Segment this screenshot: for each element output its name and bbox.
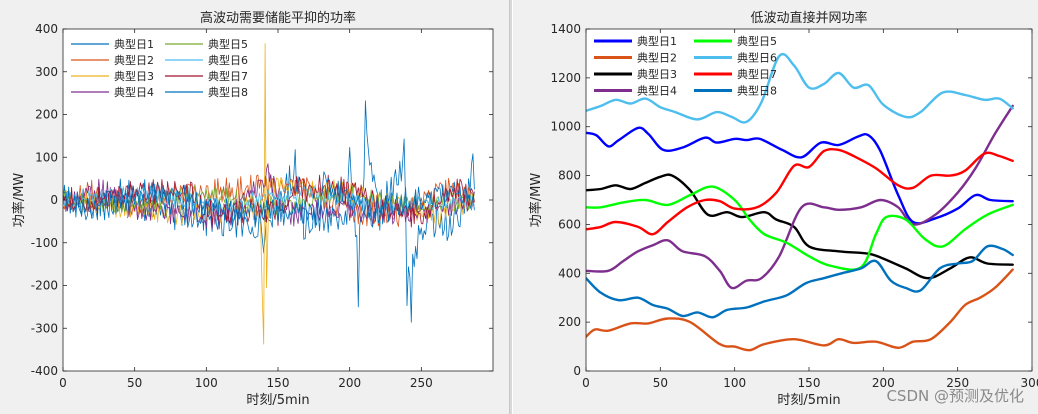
legend-label-2: 典型日2: [114, 53, 154, 67]
series-line-8: [586, 244, 1014, 319]
y-axis-label: 功率/MW: [11, 173, 27, 228]
y-tick-label: 400: [558, 266, 581, 280]
legend-label-2: 典型日2: [637, 51, 677, 65]
x-tick-label: 100: [723, 376, 746, 390]
panel-divider: [509, 0, 513, 414]
x-tick-label: 150: [798, 376, 821, 390]
y-tick-label: 200: [558, 315, 581, 329]
legend-label-3: 典型日3: [637, 67, 677, 81]
x-axis-label: 时刻/5min: [777, 393, 840, 408]
series-line-3: [586, 173, 1014, 280]
y-tick-label: 0: [573, 364, 581, 378]
legend-label-1: 典型日1: [637, 34, 677, 48]
x-tick-label: 250: [946, 376, 969, 390]
chart-title: 高波动需要储能平抑的功率: [200, 10, 356, 26]
legend: 典型日1 典型日2 典型日3 典型日4 典型日5 典型日6 典型日7 典型日8: [594, 34, 777, 98]
series-line-8: [63, 171, 475, 228]
series-line-2: [586, 268, 1014, 352]
y-tick-label: -300: [31, 321, 58, 335]
legend-label-4: 典型日4: [114, 85, 154, 99]
series-group: [586, 52, 1014, 352]
legend-label-3: 典型日3: [114, 69, 154, 83]
legend-label-6: 典型日6: [208, 53, 248, 67]
y-tick-label: 1200: [550, 71, 581, 85]
series-line-7: [63, 174, 475, 228]
legend-label-1: 典型日1: [114, 37, 154, 51]
series-line-6: [586, 52, 1014, 124]
legend-label-8: 典型日8: [208, 85, 248, 99]
series-line-5: [586, 185, 1014, 271]
y-tick-label: -200: [31, 279, 58, 293]
y-tick-label: -400: [31, 364, 58, 378]
y-tick-label: -100: [31, 236, 58, 250]
legend-label-5: 典型日5: [208, 37, 248, 51]
x-tick-label: 250: [410, 376, 433, 390]
legend-label-6: 典型日6: [737, 51, 777, 65]
legend-label-4: 典型日4: [637, 84, 677, 98]
x-tick-label: 50: [127, 376, 142, 390]
x-tick-label: 0: [59, 376, 67, 390]
legend-label-7: 典型日7: [737, 67, 777, 81]
y-tick-label: 1000: [550, 120, 581, 134]
watermark-text: CSDN @预测及优化: [886, 387, 1024, 405]
x-axis-label: 时刻/5min: [246, 393, 309, 408]
series-group: [63, 43, 475, 345]
x-tick-label: 200: [338, 376, 361, 390]
chart-left-high-volatility: 0 50 100 150 200 250 -400 -300 -200 -100 0 100 200 30…: [11, 10, 494, 408]
y-tick-label: 0: [50, 193, 58, 207]
chart-title: 低波动直接并网功率: [750, 10, 867, 26]
legend-label-8: 典型日8: [737, 84, 777, 98]
y-tick-label: 100: [35, 150, 58, 164]
x-tick-label: 200: [872, 376, 895, 390]
series-line-7: [586, 147, 1014, 236]
y-tick-label: 400: [35, 22, 58, 36]
series-line-1: [586, 126, 1014, 225]
chart-right-low-volatility: 0 50 100 150 200 250 300 0 200 400 600 800 1000 1200 1…: [528, 10, 1038, 408]
y-tick-label: 300: [35, 65, 58, 79]
y-tick-label: 800: [558, 169, 581, 183]
y-tick-label: 600: [558, 217, 581, 231]
x-tick-label: 50: [653, 376, 668, 390]
x-tick-label: 100: [195, 376, 218, 390]
y-tick-label: 200: [35, 108, 58, 122]
legend-label-7: 典型日7: [208, 69, 248, 83]
x-tick-label: 0: [582, 376, 590, 390]
legend-label-5: 典型日5: [737, 34, 777, 48]
legend: 典型日1 典型日2 典型日3 典型日4 典型日5 典型日6 典型日7 典型日8: [71, 37, 248, 99]
x-tick-label: 300: [1021, 376, 1038, 390]
y-axis-label: 功率/MW: [528, 173, 544, 228]
series-line-4: [586, 104, 1014, 290]
x-tick-label: 150: [267, 376, 290, 390]
y-tick-label: 1400: [550, 22, 581, 36]
